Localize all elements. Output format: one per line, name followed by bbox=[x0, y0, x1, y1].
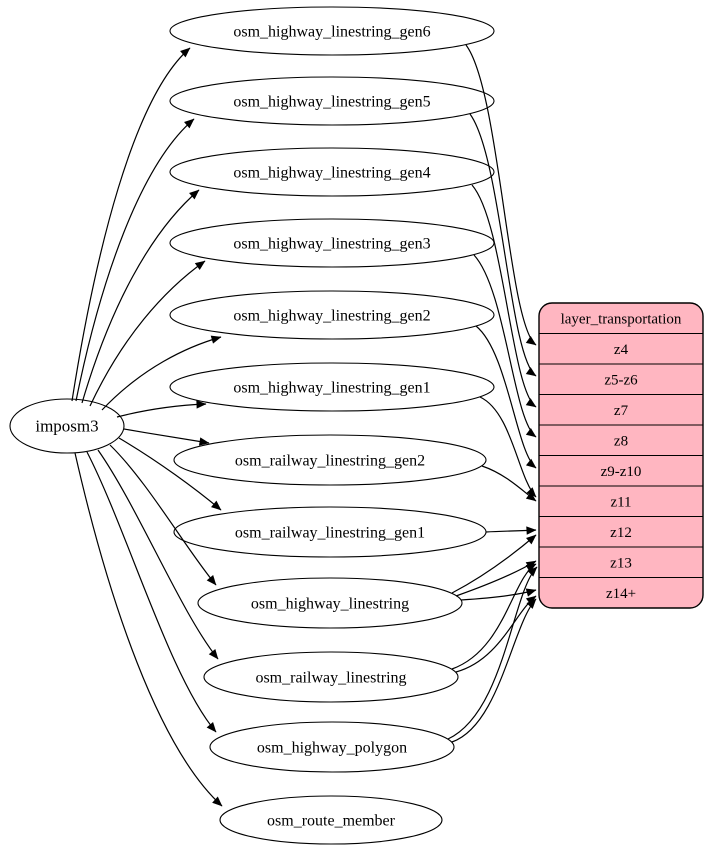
edge-imposm3-to-osm-highway-linestring-gen5 bbox=[75, 118, 195, 402]
table-node-osm-highway-linestring-gen6: osm_highway_linestring_gen6 bbox=[169, 6, 495, 56]
layer-row-z8: z8 bbox=[614, 433, 628, 449]
node-label-osm-highway-linestring-gen2: osm_highway_linestring_gen2 bbox=[233, 308, 430, 325]
layer-row-z11: z11 bbox=[610, 494, 631, 510]
node-label-osm-highway-linestring-gen6: osm_highway_linestring_gen6 bbox=[233, 24, 430, 41]
node-ellipse-osm-railway-linestring bbox=[203, 651, 459, 703]
node-label-osm-highway-linestring: osm_highway_linestring bbox=[251, 596, 409, 613]
layer-row-z13: z13 bbox=[610, 555, 632, 571]
edge-imposm3-to-osm-railway-linestring bbox=[97, 449, 219, 660]
node-label-osm-highway-linestring-gen5: osm_highway_linestring_gen5 bbox=[233, 94, 430, 111]
layer-row-z4: z4 bbox=[614, 342, 629, 358]
edge-osm-highway-linestring-gen4-to-layer-transportation-z7 bbox=[471, 184, 537, 408]
node-label-osm-highway-polygon: osm_highway_polygon bbox=[257, 740, 407, 757]
edge-imposm3-to-osm-highway-linestring-gen1 bbox=[116, 400, 207, 418]
edges-group bbox=[71, 44, 538, 807]
table-node-osm-highway-linestring-gen1: osm_highway_linestring_gen1 bbox=[169, 362, 495, 412]
table-node-osm-highway-linestring: osm_highway_linestring bbox=[197, 577, 463, 629]
edge-imposm3-to-osm-highway-linestring bbox=[109, 444, 217, 586]
edge-osm-highway-linestring-gen5-to-layer-transportation-z5-z6 bbox=[469, 113, 537, 377]
table-node-osm-railway-linestring-gen2: osm_railway_linestring_gen2 bbox=[173, 434, 487, 486]
table-node-osm-railway-linestring-gen1: osm_railway_linestring_gen1 bbox=[173, 506, 487, 558]
edge-imposm3-to-osm-highway-linestring-gen6 bbox=[71, 47, 191, 402]
edge-imposm3-to-osm-highway-linestring-gen3 bbox=[89, 260, 206, 407]
edge-osm-highway-linestring-gen2-to-layer-transportation-z9-z10 bbox=[475, 325, 537, 469]
table-node-osm-highway-linestring-gen3: osm_highway_linestring_gen3 bbox=[169, 218, 495, 268]
layer-record-title: layer_transportation bbox=[561, 311, 682, 327]
edge-osm-highway-polygon-to-layer-transportation-z13 bbox=[447, 566, 538, 740]
node-label-osm-highway-linestring-gen3: osm_highway_linestring_gen3 bbox=[233, 236, 430, 253]
node-label-imposm3: imposm3 bbox=[35, 417, 98, 436]
layer-record-node: layer_transportation z4 z5-z6 z7 z8 z9-z10 z11… bbox=[538, 302, 704, 609]
node-label-osm-railway-linestring: osm_railway_linestring bbox=[255, 670, 406, 687]
layer-row-z7: z7 bbox=[614, 403, 629, 419]
node-label-osm-route-member: osm_route_member bbox=[267, 813, 396, 830]
layer-row-z5-z6: z5-z6 bbox=[604, 372, 638, 388]
edge-osm-highway-linestring-to-layer-transportation-z12 bbox=[451, 534, 537, 594]
node-ellipse-osm-route-member bbox=[219, 795, 443, 845]
node-label-osm-highway-linestring-gen4: osm_highway_linestring_gen4 bbox=[233, 165, 430, 182]
node-ellipse-osm-highway-polygon bbox=[209, 721, 455, 773]
edge-osm-highway-linestring-to-layer-transportation-z14- bbox=[460, 588, 537, 601]
node-ellipse-osm-highway-linestring bbox=[197, 577, 463, 629]
node-label-osm-railway-linestring-gen2: osm_railway_linestring_gen2 bbox=[235, 453, 425, 470]
edge-osm-railway-linestring-gen1-to-layer-transportation-z12 bbox=[485, 526, 537, 535]
table-node-imposm3: imposm3 bbox=[9, 398, 125, 454]
edge-imposm3-to-osm-route-member bbox=[74, 452, 223, 807]
node-ellipse-osm-highway-linestring-gen2 bbox=[169, 290, 495, 340]
edge-imposm3-to-osm-highway-polygon bbox=[86, 451, 217, 733]
table-node-osm-highway-linestring-gen2: osm_highway_linestring_gen2 bbox=[169, 290, 495, 340]
node-label-osm-railway-linestring-gen1: osm_railway_linestring_gen1 bbox=[235, 525, 425, 542]
layer-row-z14-: z14+ bbox=[606, 586, 636, 602]
edge-imposm3-to-osm-highway-linestring-gen2 bbox=[101, 335, 222, 411]
edge-imposm3-to-osm-railway-linestring-gen1 bbox=[118, 437, 222, 511]
edge-osm-highway-linestring-gen1-to-layer-transportation-z11 bbox=[479, 396, 537, 498]
table-node-osm-route-member: osm_route_member bbox=[219, 795, 443, 845]
table-node-osm-highway-polygon: osm_highway_polygon bbox=[209, 721, 455, 773]
edge-imposm3-to-osm-railway-linestring-gen2 bbox=[123, 428, 210, 446]
layer-row-z12: z12 bbox=[610, 525, 632, 541]
edge-osm-highway-linestring-gen3-to-layer-transportation-z8 bbox=[473, 254, 537, 438]
layer-row-z9-z10: z9-z10 bbox=[601, 464, 642, 480]
table-node-osm-highway-linestring-gen4: osm_highway_linestring_gen4 bbox=[169, 147, 495, 197]
edge-osm-highway-polygon-to-layer-transportation-z14- bbox=[451, 598, 537, 743]
node-ellipse-osm-highway-linestring-gen6 bbox=[169, 6, 495, 56]
node-ellipse-imposm3 bbox=[9, 398, 125, 454]
edge-osm-highway-linestring-gen6-to-layer-transportation-z4 bbox=[465, 44, 537, 346]
node-label-osm-highway-linestring-gen1: osm_highway_linestring_gen1 bbox=[233, 380, 430, 397]
node-ellipse-osm-highway-linestring-gen4 bbox=[169, 147, 495, 197]
table-node-osm-highway-linestring-gen5: osm_highway_linestring_gen5 bbox=[169, 76, 495, 126]
edge-osm-railway-linestring-gen2-to-layer-transportation-z11 bbox=[481, 465, 537, 502]
node-ellipse-osm-highway-linestring-gen5 bbox=[169, 76, 495, 126]
node-ellipse-osm-railway-linestring-gen2 bbox=[173, 434, 487, 486]
table-node-osm-railway-linestring: osm_railway_linestring bbox=[203, 651, 459, 703]
edge-imposm3-to-osm-highway-linestring-gen4 bbox=[81, 189, 200, 404]
node-ellipse-osm-highway-linestring-gen1 bbox=[169, 362, 495, 412]
